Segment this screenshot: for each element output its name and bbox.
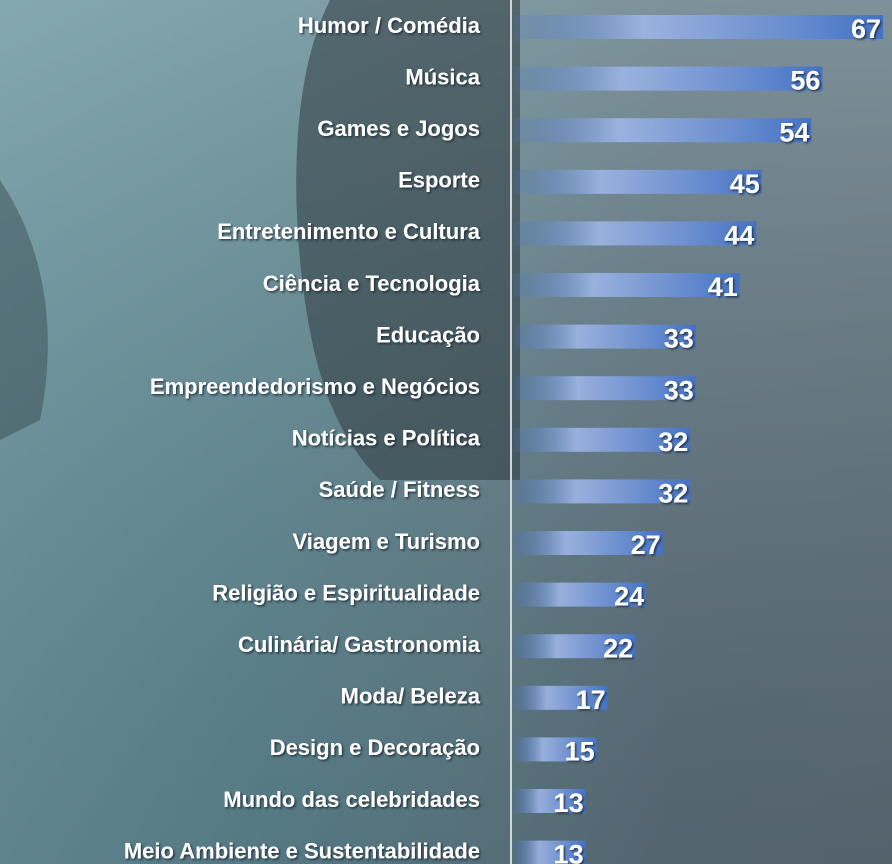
category-label: Design e Decoração: [270, 735, 480, 760]
bar: [514, 169, 762, 194]
category-label: Mundo das celebridades: [223, 787, 480, 812]
bar: [514, 324, 696, 349]
value-label: 41: [708, 272, 738, 302]
value-label: 44: [724, 221, 754, 251]
value-label: 33: [664, 324, 694, 354]
category-label: Culinária/ Gastronomia: [238, 632, 481, 657]
bar: [514, 737, 597, 762]
category-label: Empreendedorismo e Negócios: [150, 374, 480, 399]
value-label: 32: [658, 427, 688, 457]
value-label: 32: [658, 479, 688, 509]
value-label: 22: [603, 633, 633, 663]
category-label: Religião e Espiritualidade: [212, 580, 480, 605]
category-label: Saúde / Fitness: [319, 477, 480, 502]
value-label: 27: [631, 530, 661, 560]
value-label: 13: [554, 788, 584, 818]
bar: [514, 273, 740, 297]
category-label: Educação: [376, 322, 480, 347]
category-label: Esporte: [398, 168, 480, 193]
value-label: 17: [576, 685, 606, 715]
value-label: 56: [790, 66, 820, 96]
category-label: Meio Ambiente e Sustentabilidade: [124, 838, 480, 863]
category-label: Viagem e Turismo: [293, 529, 480, 554]
bar: [514, 685, 608, 710]
category-label: Humor / Comédia: [298, 13, 481, 38]
bar: [514, 840, 586, 864]
category-label: Música: [405, 64, 480, 89]
bar: [514, 66, 823, 91]
value-label: 45: [730, 169, 760, 199]
value-label: 33: [664, 375, 694, 405]
category-label: Games e Jogos: [317, 116, 480, 141]
category-label: Moda/ Beleza: [341, 684, 481, 709]
bar: [514, 118, 812, 143]
silhouette: [296, 0, 520, 480]
value-label: 13: [554, 840, 584, 864]
bar: [514, 531, 663, 555]
value-label: 54: [779, 117, 809, 147]
bar: [514, 221, 757, 246]
bar: [514, 427, 691, 452]
bar: [514, 634, 636, 659]
category-label: Ciência e Tecnologia: [263, 271, 481, 296]
value-label: 15: [565, 737, 595, 767]
category-label: Notícias e Política: [292, 426, 481, 451]
bar: [514, 582, 647, 607]
value-label: 67: [851, 14, 881, 44]
category-label: Entretenimento e Cultura: [217, 219, 481, 244]
bar: [514, 15, 883, 39]
bar: [514, 376, 696, 401]
bar: [514, 789, 586, 813]
bar: [514, 479, 691, 504]
value-label: 24: [614, 582, 644, 612]
silhouette: [0, 180, 48, 440]
